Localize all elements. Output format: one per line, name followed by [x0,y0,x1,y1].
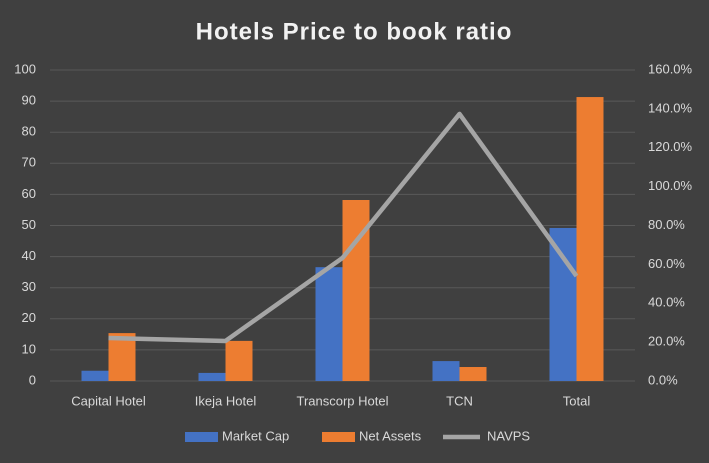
y-tick-label: 60 [22,186,36,201]
legend-label: Net Assets [359,428,422,443]
y-tick-label: 70 [22,155,36,170]
y2-tick-label: 80.0% [648,217,685,232]
bar [576,97,604,381]
y2-tick-label: 120.0% [648,139,693,154]
y-tick-label: 20 [22,310,36,325]
y-tick-label: 30 [22,279,36,294]
x-tick-label: Transcorp Hotel [297,393,389,408]
bar [81,370,109,381]
bar [315,267,343,381]
legend-swatch [322,432,355,442]
y-tick-label: 80 [22,124,36,139]
y2-tick-label: 0.0% [648,372,678,387]
y2-tick-label: 20.0% [648,334,685,349]
legend-label: Market Cap [222,428,289,443]
bar [108,333,136,381]
y2-tick-label: 60.0% [648,256,685,271]
bar [198,372,226,381]
y-tick-label: 50 [22,217,36,232]
bar [432,361,460,381]
x-tick-label: Total [563,393,591,408]
y2-tick-label: 140.0% [648,100,693,115]
y-tick-label: 0 [29,372,36,387]
y-tick-label: 40 [22,248,36,263]
legend-swatch [185,432,218,442]
y-tick-label: 90 [22,93,36,108]
legend-label: NAVPS [487,428,530,443]
bar [549,227,577,381]
x-tick-label: Ikeja Hotel [195,393,257,408]
bar [459,367,487,381]
x-tick-label: Capital Hotel [71,393,146,408]
bar [225,340,253,381]
chart-title: Hotels Price to book ratio [196,18,513,45]
line [108,111,579,344]
x-tick-label: TCN [446,393,473,408]
y-tick-label: 100 [14,61,36,76]
y2-tick-label: 40.0% [648,295,685,310]
y2-tick-label: 100.0% [648,178,693,193]
y2-tick-label: 160.0% [648,61,693,76]
y-tick-label: 10 [22,341,36,356]
